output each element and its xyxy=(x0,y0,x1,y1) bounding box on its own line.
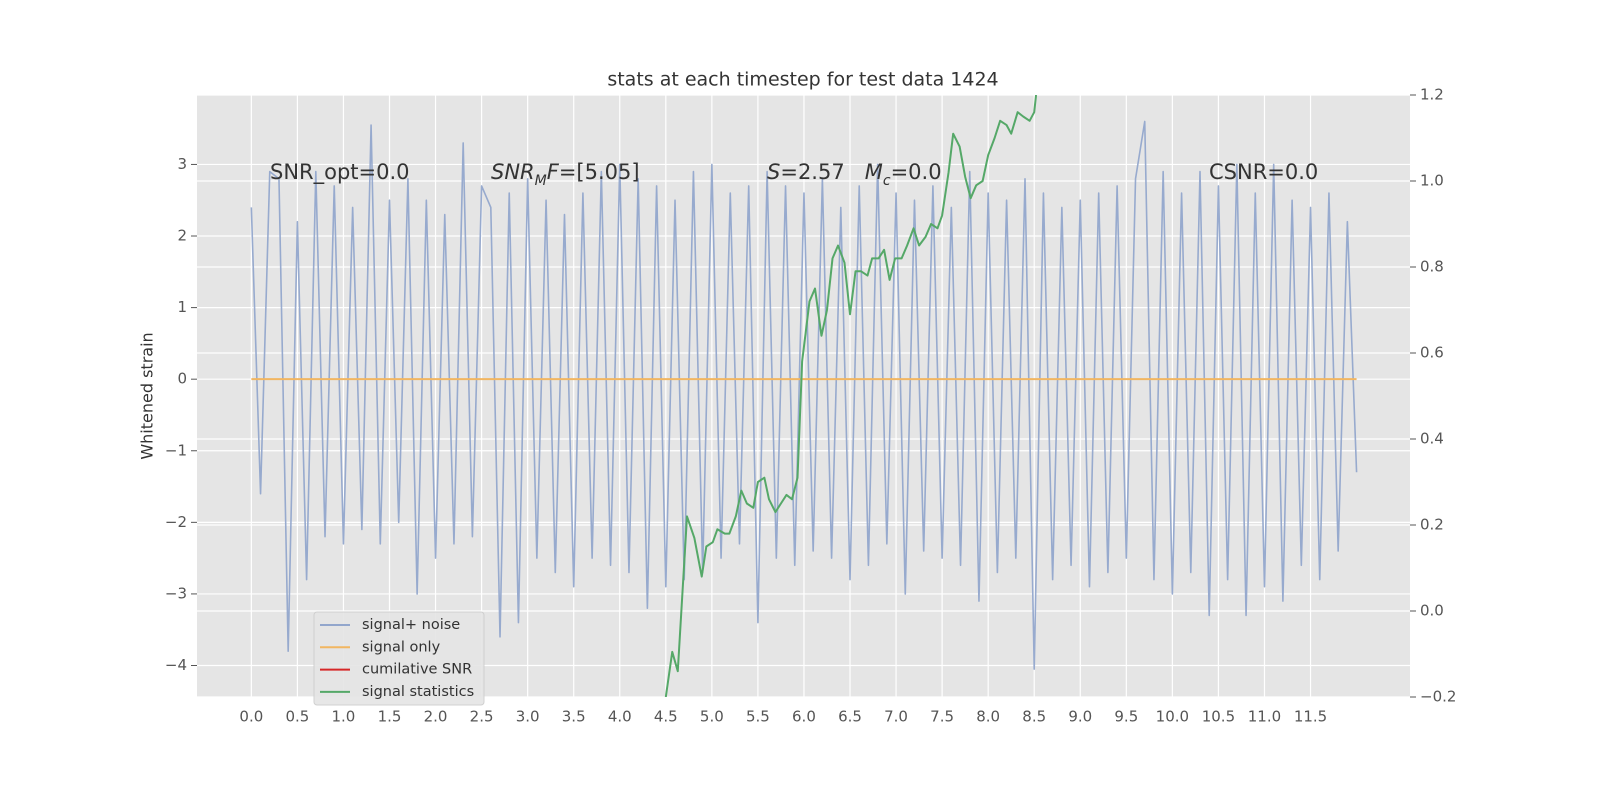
annotation-part: CSNR=0.0 xyxy=(1209,160,1318,184)
x-tick-label: 1.0 xyxy=(332,708,356,726)
y-tick-label: −4 xyxy=(165,656,187,674)
legend: signal+ noise signal only cumilative SNR si… xyxy=(313,611,485,706)
y2-tick-label: 0.8 xyxy=(1420,258,1444,276)
x-tick-label: 8.5 xyxy=(1022,708,1046,726)
y2-tick-label: 0.6 xyxy=(1420,344,1444,362)
x-tick-label: 0.5 xyxy=(285,708,309,726)
x-tick-label: 11.5 xyxy=(1294,708,1327,726)
x-tick-label: 7.0 xyxy=(884,708,908,726)
x-tick-label: 2.5 xyxy=(470,708,494,726)
y-tick-label: 0 xyxy=(177,370,187,388)
y2-tick-label: −0.2 xyxy=(1420,688,1456,706)
annotation: SNR_opt=0.0 xyxy=(270,160,410,185)
y2-tick-label: 1.2 xyxy=(1420,86,1444,104)
y2-tick-label: 0.2 xyxy=(1420,516,1444,534)
annotation: S=2.57 Mc=0.0 xyxy=(767,160,942,189)
legend-label: signal only xyxy=(362,639,441,655)
x-tick-label: 9.5 xyxy=(1114,708,1138,726)
chart-title: stats at each timestep for test data 142… xyxy=(607,69,998,91)
y-tick-label: −2 xyxy=(165,513,187,531)
x-tick-label: 4.5 xyxy=(654,708,678,726)
x-tick-label: 10.0 xyxy=(1156,708,1189,726)
x-tick-label: 1.5 xyxy=(378,708,402,726)
x-tick-label: 2.0 xyxy=(424,708,448,726)
annotation-part: =2.57 xyxy=(780,160,864,184)
annotation-part: =0.0 xyxy=(891,160,942,184)
annotation-part: S xyxy=(767,160,780,184)
x-tick-label: 9.0 xyxy=(1068,708,1092,726)
x-tick-label: 0.0 xyxy=(239,708,263,726)
x-tick-label: 5.0 xyxy=(700,708,724,726)
annotation-part: c xyxy=(883,173,891,189)
legend-label: signal statistics xyxy=(362,684,474,700)
legend-label: cumilative SNR xyxy=(362,662,472,678)
x-tick-label: 10.5 xyxy=(1202,708,1235,726)
x-tick-label: 3.5 xyxy=(562,708,586,726)
y-tick-label: −3 xyxy=(165,584,187,602)
series-line xyxy=(664,95,1038,697)
annotation-part: SNR xyxy=(491,160,535,184)
x-tick-label: 8.0 xyxy=(976,708,1000,726)
annotation-part: M xyxy=(865,160,883,184)
y2-tick-label: 1.0 xyxy=(1420,172,1444,190)
annotation-part: SNR_opt=0.0 xyxy=(270,160,410,185)
y2-tick-label: 0.0 xyxy=(1420,602,1444,620)
x-tick-label: 7.5 xyxy=(930,708,954,726)
y-tick-label: 1 xyxy=(177,298,187,316)
annotation: CSNR=0.0 xyxy=(1209,160,1318,184)
y-tick-label: −1 xyxy=(165,441,187,459)
y-tick-label: 3 xyxy=(177,155,187,173)
x-tick-label: 4.0 xyxy=(608,708,632,726)
x-tick-label: 3.0 xyxy=(516,708,540,726)
x-tick-label: 11.0 xyxy=(1248,708,1281,726)
y-tick-label: 2 xyxy=(177,227,187,245)
annotation-part: M xyxy=(535,173,547,189)
legend-box xyxy=(313,611,485,706)
series-line xyxy=(250,120,1358,670)
annotation-part: =[5.05] xyxy=(559,160,640,184)
y-axis-label: Whitened strain xyxy=(138,332,157,459)
annotation-part: F xyxy=(547,160,560,184)
x-tick-label: 6.0 xyxy=(792,708,816,726)
annotation: SNRMF=[5.05] xyxy=(491,160,640,189)
x-tick-label: 6.5 xyxy=(838,708,862,726)
legend-label: signal+ noise xyxy=(362,617,460,633)
y2-tick-label: 0.4 xyxy=(1420,430,1444,448)
x-tick-label: 5.5 xyxy=(746,708,770,726)
